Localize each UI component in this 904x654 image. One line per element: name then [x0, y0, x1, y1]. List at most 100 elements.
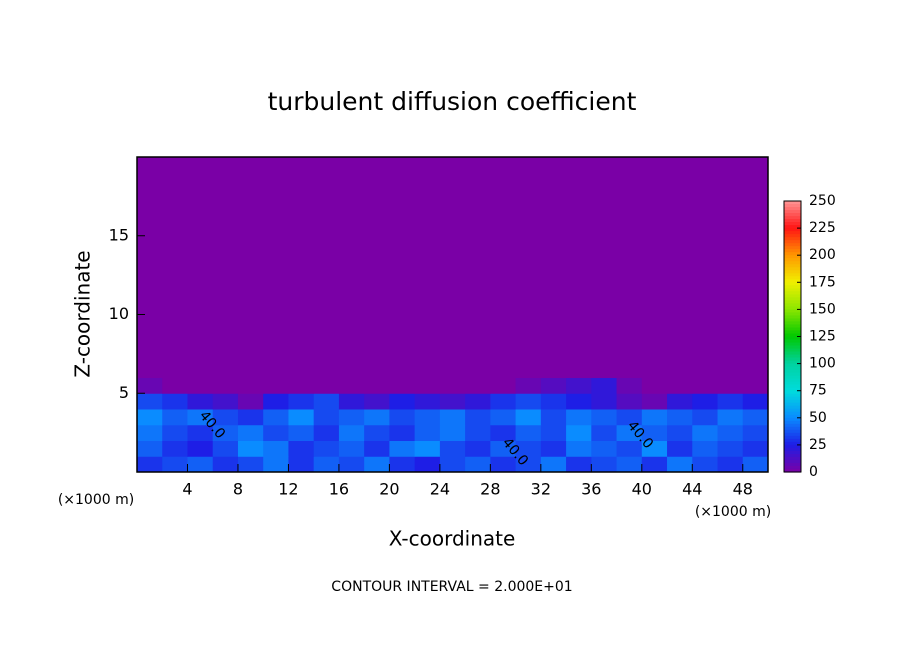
heat-cell [717, 440, 744, 457]
colorbar-segment [784, 414, 801, 419]
heat-cell [490, 393, 517, 410]
heat-cell [667, 157, 693, 378]
colorbar-segment [784, 399, 801, 404]
colorbar-segment [784, 360, 801, 365]
heat-cell [641, 393, 668, 410]
heat-cell [717, 393, 744, 410]
heat-cell [742, 440, 769, 457]
y-tick-label: 5 [119, 383, 129, 402]
heat-cell [237, 456, 264, 473]
colorbar-segment [784, 306, 801, 310]
heat-cell [439, 424, 466, 441]
colorbar-segment [784, 390, 801, 395]
x-axis-label: X-coordinate [389, 527, 516, 551]
heat-cell [540, 440, 567, 457]
heat-cell [490, 424, 517, 441]
heat-cell [465, 440, 491, 457]
heat-cell [137, 456, 163, 473]
heat-cell [212, 409, 239, 426]
chart-title: turbulent diffusion coefficient [268, 87, 637, 116]
heat-cell [288, 424, 315, 441]
heat-cell [439, 456, 466, 473]
colorbar-segment [784, 459, 801, 464]
heat-cell [389, 409, 416, 426]
colorbar-segment [784, 333, 801, 338]
colorbar-tick-label: 0 [809, 464, 818, 480]
colorbar-segment [784, 237, 801, 241]
colorbar-segment [784, 408, 801, 413]
heat-cell [187, 424, 214, 441]
heat-cell [692, 157, 719, 378]
heat-cell [515, 424, 542, 441]
colorbar-segment [784, 429, 801, 434]
heat-cell [465, 409, 491, 426]
heat-cell [162, 157, 188, 378]
heat-cell [364, 157, 390, 378]
colorbar-segment [784, 318, 801, 323]
colorbar-tick-label: 175 [809, 274, 836, 290]
heat-cell [389, 424, 416, 441]
colorbar-segment [784, 243, 801, 247]
x-tick-label: 20 [379, 480, 399, 499]
heat-cell [566, 377, 592, 394]
heat-cell [641, 157, 668, 378]
colorbar-segment [784, 255, 801, 259]
colorbar-segment [784, 447, 801, 452]
heat-cell [641, 409, 668, 426]
heat-cell [641, 440, 668, 457]
footnote: CONTOUR INTERVAL = 2.000E+01 [331, 579, 572, 595]
heat-cell [717, 409, 744, 426]
colorbar-segment [784, 342, 801, 347]
heat-cell [591, 409, 618, 426]
heat-cell [288, 440, 315, 457]
heat-cell [313, 393, 340, 410]
x-tick-label: 48 [733, 480, 753, 499]
colorbar-segment [784, 270, 801, 274]
colorbar-segment [784, 276, 801, 280]
heat-cell [187, 409, 214, 426]
heat-cell [389, 456, 416, 473]
colorbar-segment [784, 387, 801, 392]
colorbar-segment [784, 363, 801, 368]
heat-cell [591, 377, 618, 394]
heat-cell [566, 157, 592, 378]
heat-cell [667, 424, 693, 441]
heat-cell [439, 377, 466, 394]
heat-cell [667, 440, 693, 457]
heat-cell [313, 456, 340, 473]
colorbar-segment [784, 438, 801, 443]
colorbar-tick-label: 25 [809, 437, 827, 453]
heat-cell [540, 377, 567, 394]
colorbar-segment [784, 381, 801, 386]
heat-cell [364, 440, 390, 457]
heat-cell [742, 377, 769, 394]
heat-cell [515, 377, 542, 394]
heat-cell [742, 157, 769, 378]
colorbar-segment [784, 222, 801, 226]
heat-cell [162, 456, 188, 473]
heat-cell [389, 157, 416, 378]
heat-cell [237, 424, 264, 441]
heat-cell [616, 377, 643, 394]
x-tick-label: 44 [682, 480, 702, 499]
colorbar-segment [784, 330, 801, 335]
colorbar-segment [784, 462, 801, 467]
heat-cell [566, 424, 592, 441]
colorbar-segment [784, 372, 801, 377]
heat-cell [364, 377, 390, 394]
colorbar-segment [784, 369, 801, 374]
heat-cell [313, 157, 340, 378]
heat-cell [490, 456, 517, 473]
heat-cell [515, 393, 542, 410]
heat-cell [187, 377, 214, 394]
colorbar-segment [784, 321, 801, 326]
heat-cell [692, 393, 719, 410]
colorbar-tick-label: 75 [809, 383, 827, 399]
heat-cell [187, 393, 214, 410]
colorbar-segment [784, 423, 801, 428]
heat-cell [414, 456, 441, 473]
heat-cell [313, 440, 340, 457]
colorbar-segment [784, 384, 801, 389]
heat-cell [490, 440, 517, 457]
